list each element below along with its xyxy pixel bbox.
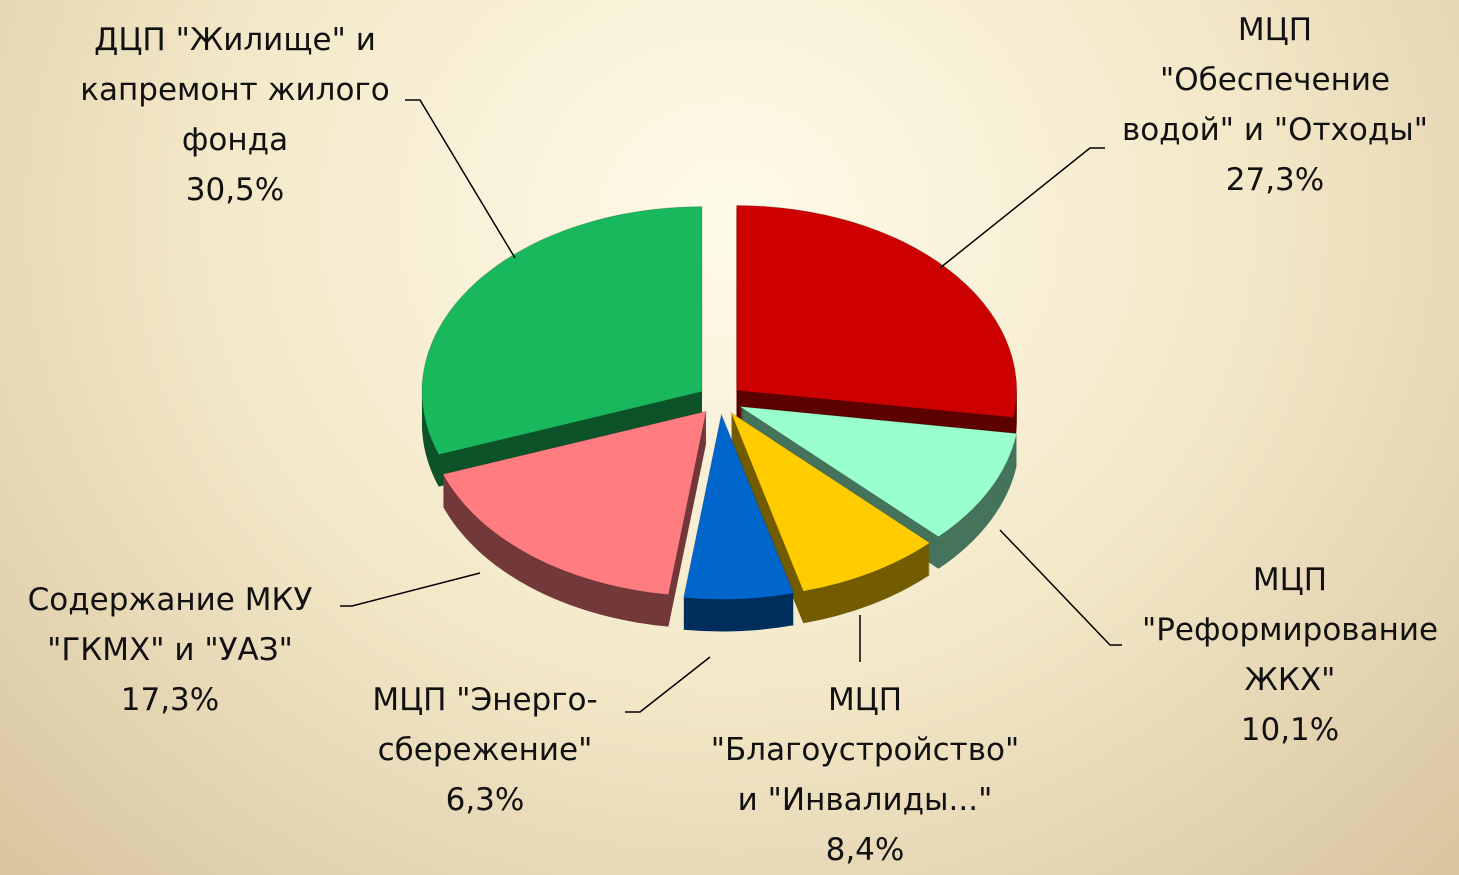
slice: [736, 205, 1018, 419]
slice: [683, 412, 795, 600]
value-label: 27,3%: [1225, 162, 1325, 198]
category-label: Содержание МКУ "ГКМХ" и "УАЗ": [27, 582, 313, 668]
leader-line: [939, 147, 1105, 269]
category-label: ДЦП "Жилище" и капремонт жилого фонда: [80, 22, 390, 158]
slice: [442, 410, 707, 596]
leader-line: [625, 656, 711, 713]
value-label: 17,3%: [120, 682, 220, 718]
value-label: 8,4%: [825, 832, 905, 868]
value-label: 30,5%: [185, 172, 285, 208]
slice-label: Содержание МКУ "ГКМХ" и "УАЗ" 17,3%: [28, 575, 313, 725]
category-label: МЦП "Благоустройство" и "Инвалиды...": [710, 682, 1020, 818]
slice: [739, 405, 1018, 538]
category-label: МЦП "Обеспечение водой" и "Отходы": [1121, 12, 1429, 148]
category-label: МЦП "Реформирование ЖКХ": [1141, 562, 1439, 698]
slice-label: МЦП "Обеспечение водой" и "Отходы" 27,3%: [1122, 5, 1428, 205]
leader-line: [999, 529, 1122, 646]
slice: [421, 206, 703, 456]
category-label: МЦП "Энерго- сбережение": [372, 682, 598, 768]
slice-label: МЦП "Реформирование ЖКХ" 10,1%: [1142, 555, 1438, 755]
value-label: 6,3%: [445, 782, 525, 818]
slice-label: МЦП "Энерго- сбережение" 6,3%: [372, 675, 597, 825]
slice-label: МЦП "Благоустройство" и "Инвалиды..." 8,4…: [711, 675, 1019, 875]
value-label: 10,1%: [1240, 712, 1340, 748]
pie: [421, 205, 1018, 632]
leader-line: [340, 572, 481, 607]
slice: [729, 411, 931, 592]
leader-line: [405, 99, 516, 259]
slice-label: ДЦП "Жилище" и капремонт жилого фонда 30,…: [80, 15, 389, 215]
